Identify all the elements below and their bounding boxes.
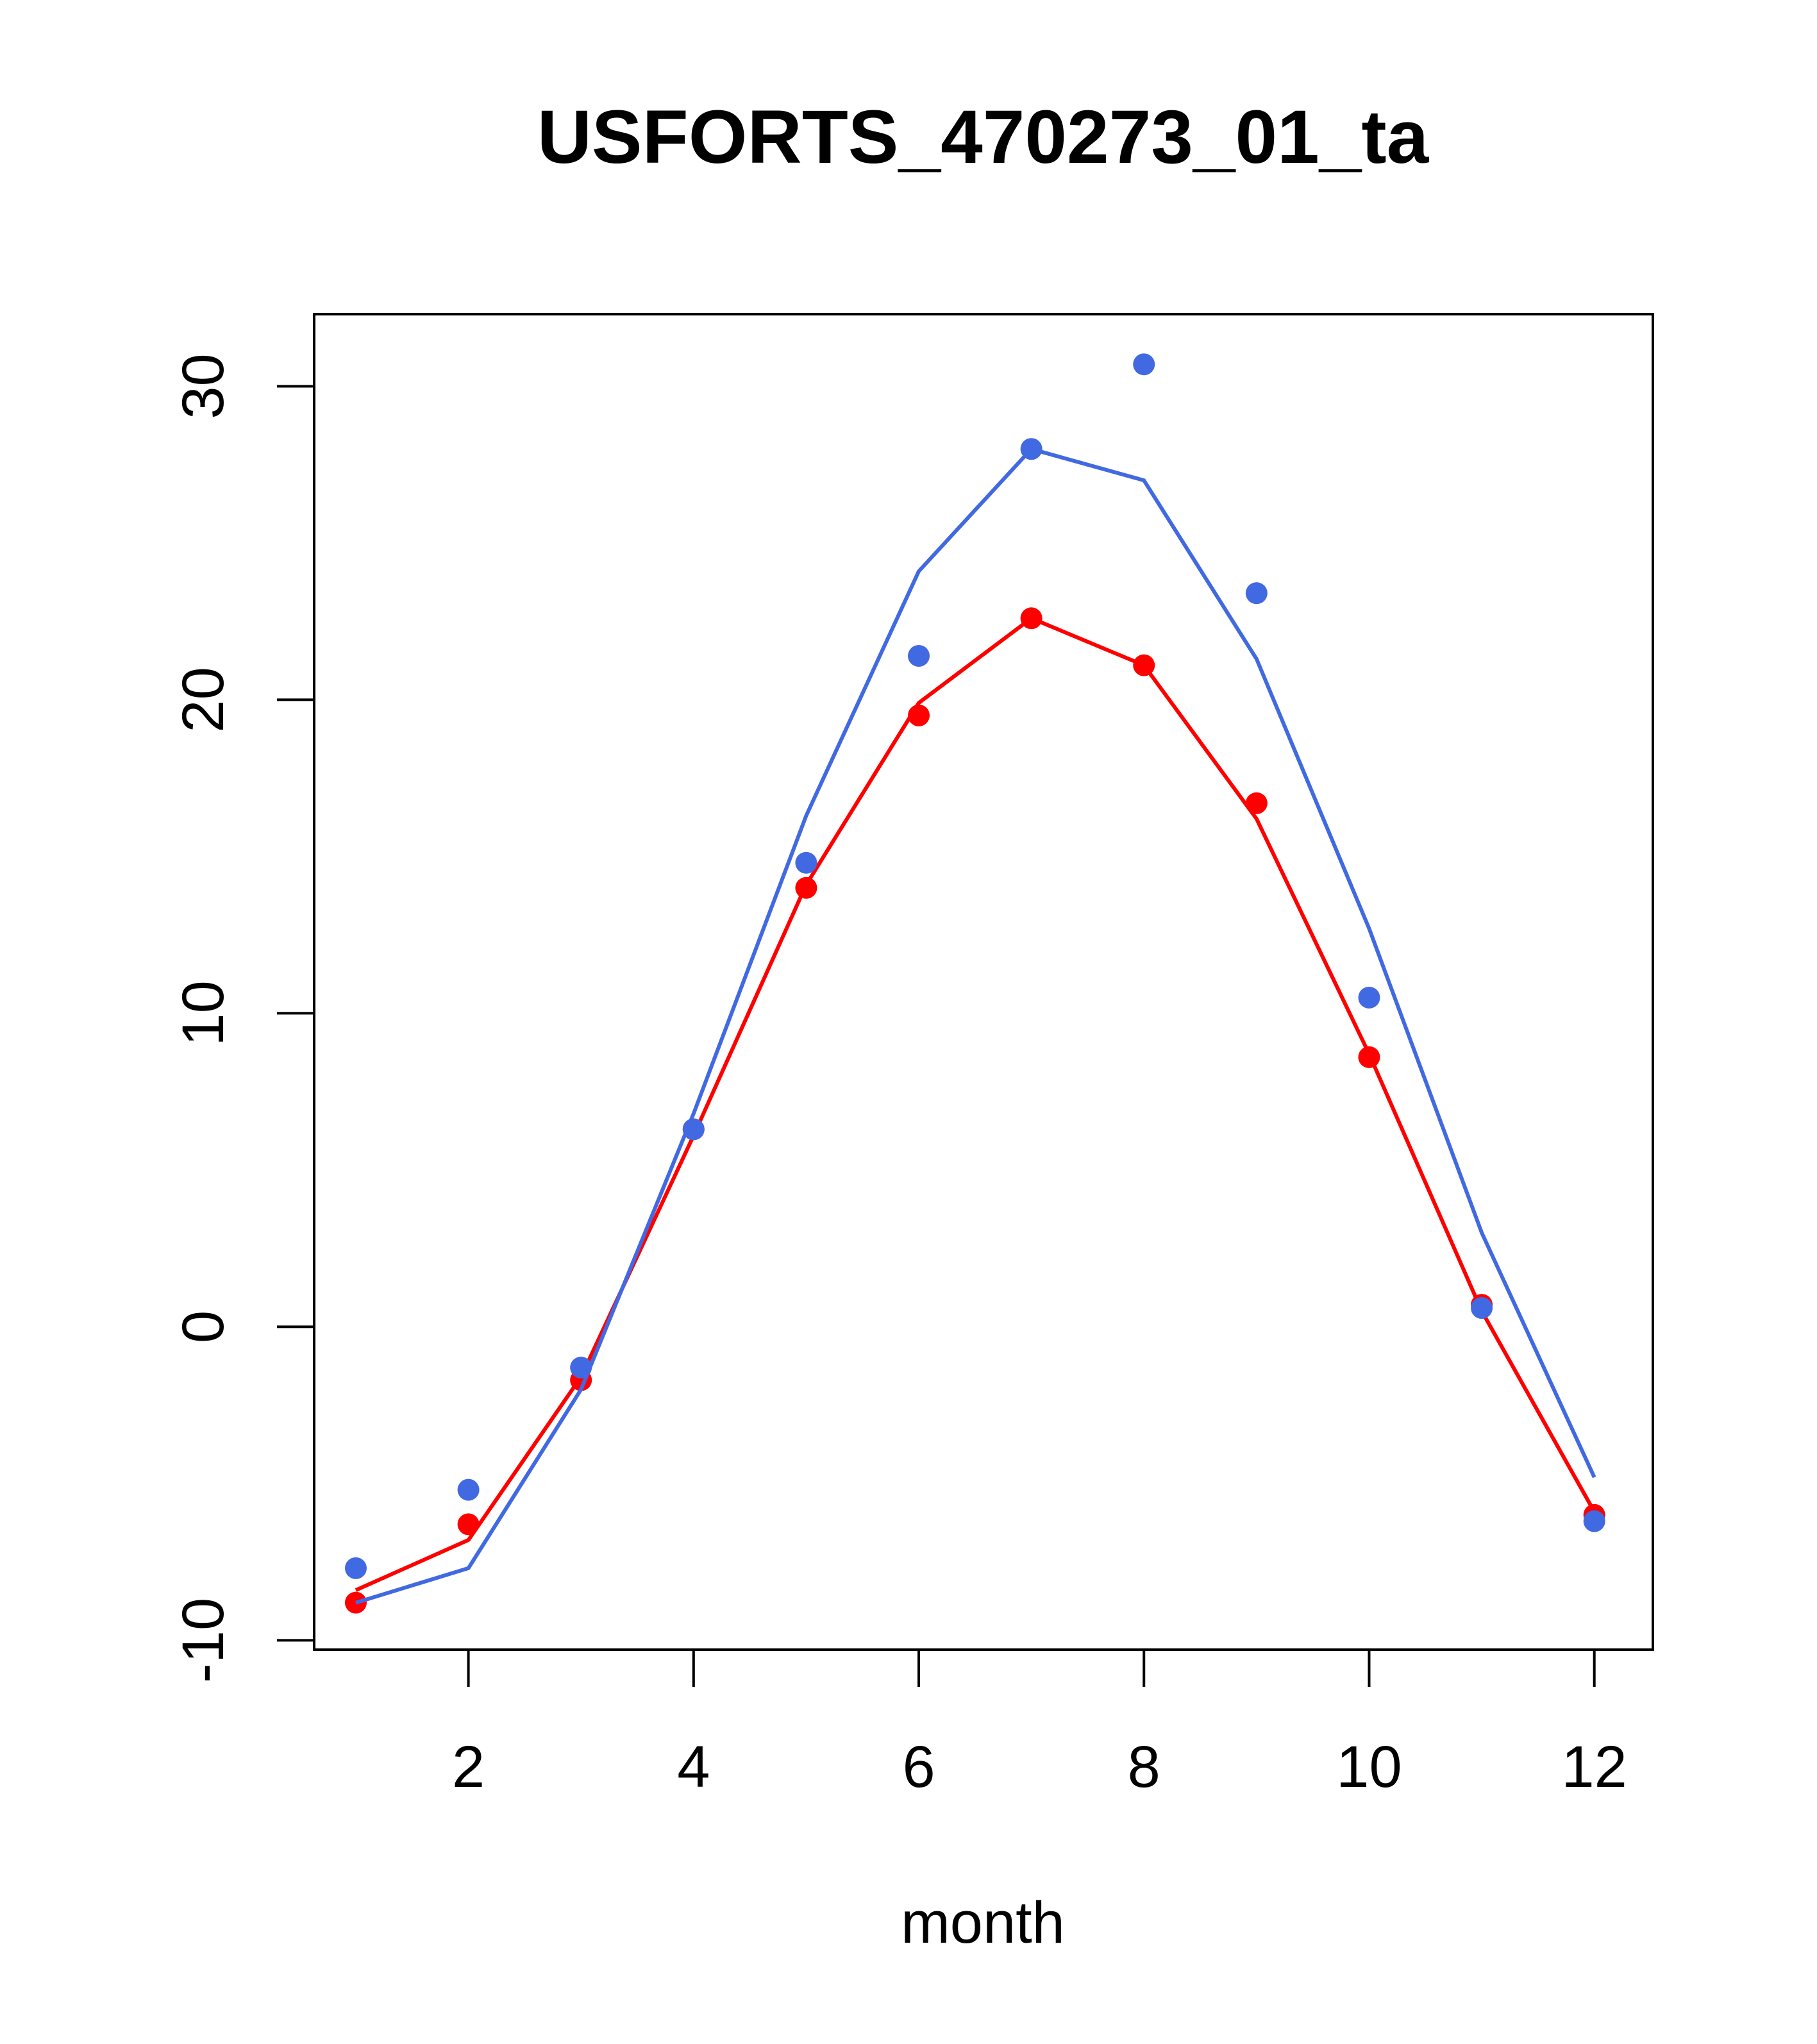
series-1 [344,607,1605,1614]
data-point [908,704,930,726]
data-point [1358,986,1380,1009]
x-tick-label: 4 [677,1734,710,1800]
y-tick-label: 30 [171,353,236,419]
series-line [355,447,1596,1605]
x-axis: 2 4 6 8 10 12 [452,1648,1627,1800]
x-tick-label: 8 [1128,1734,1160,1800]
y-tick-label: 0 [171,1311,236,1343]
x-axis-label: month [901,1890,1065,1956]
data-point [457,1513,480,1536]
series-2 [344,353,1605,1605]
x-tick-label: 12 [1562,1734,1627,1800]
series-layer [344,353,1605,1614]
x-tick-label: 2 [452,1734,485,1800]
data-point [1358,1046,1380,1068]
data-point [570,1356,592,1378]
data-point [1245,792,1268,814]
data-point [457,1479,480,1501]
data-point [1583,1510,1605,1532]
y-tick-label: 20 [171,667,236,732]
data-point [1245,582,1268,605]
x-tick-label: 10 [1336,1734,1402,1800]
x-tick-label: 6 [902,1734,935,1800]
data-point [795,876,817,899]
chart-title: USFORTS_470273_01_ta [537,95,1430,180]
data-point [1020,607,1042,630]
data-point [1020,438,1042,460]
y-axis: -10 0 10 20 30 [171,353,315,1683]
data-point [795,851,817,874]
data-point [682,1118,705,1141]
plot-frame [313,313,1654,1651]
series-line [355,616,1596,1592]
data-point [1471,1297,1493,1319]
data-point [1133,654,1155,676]
data-point [1133,353,1155,376]
data-point [344,1557,367,1579]
y-tick-label: 10 [171,980,236,1046]
y-tick-label: -10 [171,1598,236,1683]
data-point [344,1591,367,1614]
data-point [908,644,930,667]
